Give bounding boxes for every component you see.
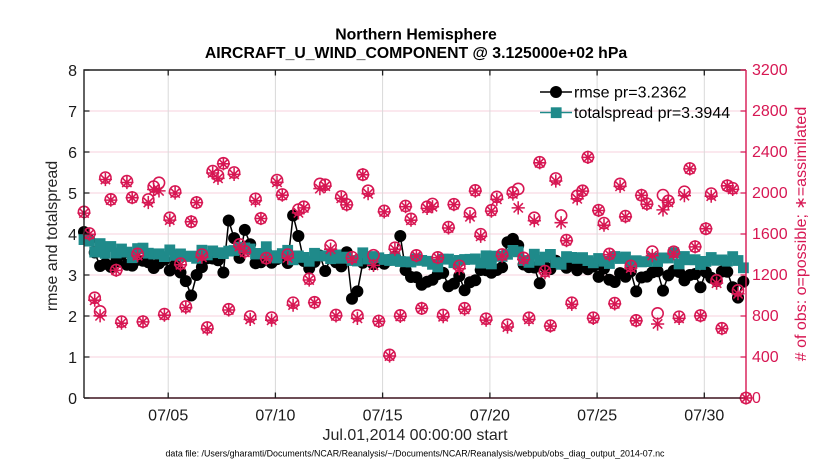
svg-text:4: 4 [68,227,77,244]
svg-text:data file: /Users/gharamti/Doc: data file: /Users/gharamti/Documents/NCA… [166,449,666,459]
svg-text:totalspread pr=3.3944: totalspread pr=3.3944 [574,105,730,122]
svg-text:5: 5 [68,186,77,203]
svg-text:800: 800 [752,308,779,325]
svg-text:7: 7 [68,104,77,121]
svg-text:rmse and totalspread: rmse and totalspread [44,161,61,311]
svg-text:07/25: 07/25 [577,408,617,425]
svg-text:2: 2 [68,309,77,326]
svg-text:2800: 2800 [752,103,788,120]
svg-text:07/10: 07/10 [255,408,295,425]
svg-text:3200: 3200 [752,62,788,79]
svg-text:07/20: 07/20 [470,408,510,425]
svg-text:Jul.01,2014 00:00:00 start: Jul.01,2014 00:00:00 start [322,427,508,444]
svg-text:07/15: 07/15 [363,408,403,425]
svg-text:1200: 1200 [752,267,788,284]
svg-text:1600: 1600 [752,226,788,243]
svg-text:AIRCRAFT_U_WIND_COMPONENT @ 3.: AIRCRAFT_U_WIND_COMPONENT @ 3.125000e+02… [205,45,628,62]
svg-text:# of obs: o=possible; ∗=assimi: # of obs: o=possible; ∗=assimilated [793,107,810,361]
svg-text:0: 0 [68,391,77,408]
svg-text:2000: 2000 [752,185,788,202]
svg-text:8: 8 [68,63,77,80]
svg-text:0: 0 [752,390,761,407]
svg-text:400: 400 [752,349,779,366]
svg-text:2400: 2400 [752,144,788,161]
svg-text:rmse pr=3.2362: rmse pr=3.2362 [574,85,687,102]
svg-text:Northern Hemisphere: Northern Hemisphere [335,26,497,43]
svg-text:6: 6 [68,145,77,162]
svg-text:1: 1 [68,350,77,367]
svg-text:07/05: 07/05 [148,408,188,425]
svg-text:07/30: 07/30 [684,408,724,425]
svg-text:3: 3 [68,268,77,285]
